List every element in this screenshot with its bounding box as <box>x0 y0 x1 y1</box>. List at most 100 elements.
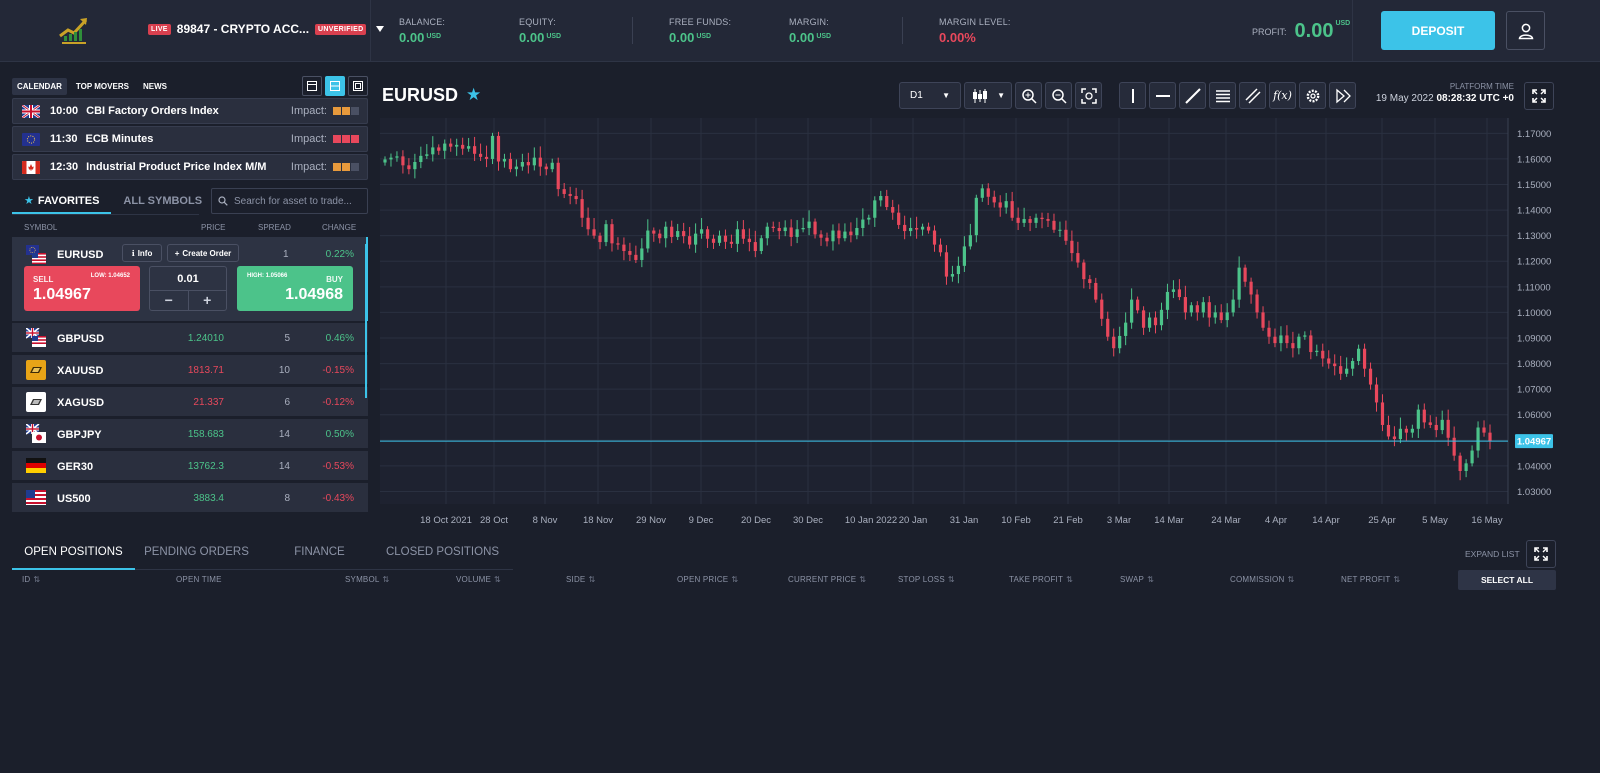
channel-tool[interactable] <box>1209 82 1236 109</box>
symbol-spread: 14 <box>278 429 290 440</box>
column-header-net-profit[interactable]: NET PROFIT ⇅ <box>1341 575 1401 584</box>
vertical-line-icon <box>1131 88 1134 103</box>
sort-icon: ⇅ <box>859 575 867 584</box>
impact-indicator <box>333 135 359 143</box>
price-chart[interactable]: 1.17000 1.16000 1.15000 1.14000 1.13000 1.120… <box>380 118 1567 530</box>
calendar-event[interactable]: 10:00 CBI Factory Orders Index Impact: <box>12 98 368 124</box>
user-profile-button[interactable] <box>1506 11 1545 50</box>
view-full-button[interactable] <box>348 76 368 96</box>
view-split-button[interactable] <box>325 76 345 96</box>
column-header-stop-loss[interactable]: STOP LOSS ⇅ <box>898 575 955 584</box>
symbol-row-us500[interactable]: US500 3883.4 8 -0.43% <box>12 483 368 513</box>
tab-pending-orders[interactable]: PENDING ORDERS <box>144 546 249 558</box>
chart-settings-button[interactable] <box>1299 82 1326 109</box>
vertical-line-tool[interactable] <box>1119 82 1146 109</box>
trend-line-tool[interactable] <box>1179 82 1206 109</box>
zoom-fit-button[interactable] <box>1075 82 1102 109</box>
profit-value: 0.00 USD <box>1294 20 1351 42</box>
calendar-event[interactable]: 11:30 ECB Minutes Impact: <box>12 126 368 152</box>
column-header-current-price[interactable]: CURRENT PRICE ⇅ <box>788 575 867 584</box>
timeframe-select[interactable]: D1 ▼ <box>899 82 961 109</box>
tab-finance[interactable]: FINANCE <box>294 546 345 558</box>
positions-table-header: ID ⇅ OPEN TIME SYMBOL ⇅ VOLUME ⇅ SIDE ⇅ OPEN PRIC… <box>0 575 1600 589</box>
selected-symbol-card[interactable]: EURUSD ℹ Info + Create Order 1 0.22% SELL … <box>12 237 368 321</box>
tab-calendar[interactable]: CALENDAR <box>12 77 67 95</box>
symbol-name: GER30 <box>57 461 94 473</box>
create-order-button[interactable]: + Create Order <box>167 244 239 262</box>
tab-all-symbols[interactable]: ALL SYMBOLS <box>123 195 203 207</box>
info-button[interactable]: ℹ Info <box>122 244 162 262</box>
symbol-search-input[interactable]: Search for asset to trade... <box>211 188 368 214</box>
scroll-to-end-button[interactable] <box>1329 82 1356 109</box>
symbol-row-xagusd[interactable]: XAGUSD 21.337 6 -0.12% <box>12 387 368 417</box>
column-header-take-profit[interactable]: TAKE PROFIT ⇅ <box>1009 575 1073 584</box>
horizontal-line-tool[interactable] <box>1149 82 1176 109</box>
candle <box>622 244 626 252</box>
column-header-open-price[interactable]: OPEN PRICE ⇅ <box>677 575 739 584</box>
candle <box>1225 312 1229 321</box>
sort-icon: ⇅ <box>33 575 41 584</box>
calendar-event[interactable]: 12:30 Industrial Product Price Index M/M… <box>12 154 368 180</box>
candle <box>1022 219 1026 223</box>
layout-split-icon <box>330 81 340 91</box>
zoom-in-button[interactable] <box>1015 82 1042 109</box>
indicators-button[interactable]: f(x) <box>1269 82 1296 109</box>
tab-closed-positions[interactable]: CLOSED POSITIONS <box>385 546 500 558</box>
deposit-button[interactable]: DEPOSIT <box>1381 11 1495 50</box>
symbol-row-ger30[interactable]: GER30 13762.3 14 -0.53% <box>12 451 368 481</box>
unverified-badge: UNVERIFIED <box>315 23 367 35</box>
sort-icon: ⇅ <box>731 575 739 584</box>
sort-icon: ⇅ <box>588 575 596 584</box>
candle <box>461 144 465 149</box>
candle <box>1267 327 1271 337</box>
decrease-quantity-button[interactable]: − <box>150 291 189 311</box>
symbol-row-xauusd[interactable]: XAUUSD 1813.71 10 -0.15% <box>12 355 368 385</box>
tab-open-positions[interactable]: OPEN POSITIONS <box>12 540 135 570</box>
chart-fullscreen-button[interactable] <box>1524 82 1554 110</box>
candle <box>1476 427 1480 451</box>
quantity-input[interactable]: 0.01 <box>150 267 226 291</box>
column-header-volume[interactable]: VOLUME ⇅ <box>456 575 501 584</box>
brand-logo[interactable] <box>56 10 92 46</box>
chart-type-select[interactable]: ▼ <box>964 82 1012 109</box>
column-header-open-time[interactable]: OPEN TIME <box>176 575 222 584</box>
symbol-change: -0.53% <box>322 461 354 472</box>
expand-list-button[interactable] <box>1525 540 1556 568</box>
sort-icon: ⇅ <box>1287 575 1295 584</box>
column-header-symbol[interactable]: SYMBOL ⇅ <box>345 575 390 584</box>
x-axis-tick-label: 25 Apr <box>1368 515 1395 526</box>
candle <box>980 188 984 198</box>
tab-favorites[interactable]: ★ FAVORITES <box>12 188 112 214</box>
tab-top-movers[interactable]: TOP MOVERS <box>75 81 129 91</box>
candle <box>1261 312 1265 328</box>
account-selector[interactable]: LIVE 89847 - CRYPTO ACC... UNVERIFIED <box>148 22 385 36</box>
buy-button[interactable]: HIGH: 1.05066 BUY 1.04968 <box>237 266 353 311</box>
candle <box>425 154 429 156</box>
symbol-row-gbpusd[interactable]: GBPUSD 1.24010 5 0.46% <box>12 323 368 353</box>
symbol-spread: 10 <box>278 365 290 376</box>
increase-quantity-button[interactable]: + <box>203 292 212 308</box>
expand-icon <box>1532 89 1546 103</box>
parallel-lines-tool[interactable] <box>1239 82 1266 109</box>
symbol-row-gbpjpy[interactable]: GBPJPY 158.683 14 0.50% <box>12 419 368 449</box>
zoom-out-button[interactable] <box>1045 82 1072 109</box>
column-header-side[interactable]: SIDE ⇅ <box>566 575 596 584</box>
symbol-list-scrollbar[interactable] <box>365 244 367 398</box>
candle <box>747 238 751 243</box>
favorite-star-icon[interactable]: ★ <box>466 85 482 104</box>
column-header-commission[interactable]: COMMISSION ⇅ <box>1230 575 1295 584</box>
sell-button[interactable]: SELL LOW: 1.04652 1.04967 <box>24 266 140 311</box>
equity-label: EQUITY: <box>519 17 556 27</box>
balance-metric: BALANCE: 0.00 USD <box>399 17 445 45</box>
equity-value: 0.00 USD <box>519 30 562 45</box>
column-header-swap[interactable]: SWAP ⇅ <box>1120 575 1154 584</box>
chart-plot-area[interactable] <box>380 118 1508 504</box>
candle <box>1434 424 1438 431</box>
column-header-id[interactable]: ID ⇅ <box>22 575 41 584</box>
tab-news[interactable]: NEWS <box>142 81 167 91</box>
candle <box>789 227 793 237</box>
us-flag-icon <box>26 490 46 505</box>
y-axis-tick-label: 1.09000 <box>1517 333 1551 344</box>
view-compact-button[interactable] <box>302 76 322 96</box>
select-all-button[interactable]: SELECT ALL <box>1458 570 1556 590</box>
